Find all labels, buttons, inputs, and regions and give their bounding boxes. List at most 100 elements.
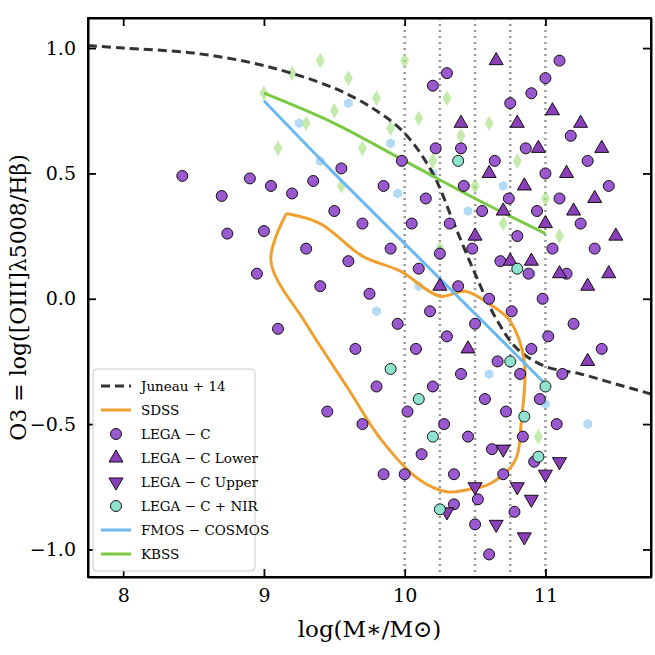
tick-label: 0.0: [46, 287, 76, 309]
point: [557, 368, 568, 379]
point: [265, 180, 276, 191]
legend: Juneau + 14SDSSLEGA − CLEGA − C LowerLEG…: [93, 369, 269, 571]
tick-label: 8: [118, 584, 130, 606]
point: [543, 331, 554, 342]
point: [216, 190, 227, 201]
point: [430, 143, 441, 154]
series-line: [271, 214, 525, 493]
point: [534, 429, 543, 445]
legend-symbol: [101, 529, 131, 532]
tick-mark: [264, 569, 266, 577]
point: [517, 178, 531, 190]
point: [538, 215, 552, 227]
point: [455, 368, 466, 379]
point: [222, 228, 233, 239]
tick-label: 1.0: [46, 37, 76, 59]
point: [413, 394, 424, 405]
point: [540, 381, 551, 392]
point: [433, 278, 447, 290]
tick-mark: [264, 18, 266, 26]
tick: [264, 18, 265, 26]
tick-label: 11: [534, 584, 558, 606]
point: [329, 206, 340, 217]
point: [343, 256, 354, 267]
point: [441, 68, 452, 79]
point: [589, 243, 600, 254]
point: [541, 191, 550, 207]
series-points: [259, 53, 564, 445]
legend-symbol: [111, 429, 122, 440]
point: [302, 115, 311, 131]
reference-line: [403, 18, 406, 577]
tick-mark: [545, 569, 547, 577]
point: [386, 138, 395, 148]
point: [425, 306, 436, 317]
point: [512, 263, 523, 274]
tick: 1.0: [46, 37, 96, 59]
point: [399, 469, 410, 480]
tick: 9: [258, 569, 270, 606]
tick-mark: [404, 569, 406, 577]
legend-label: LEGA − C Lower: [141, 450, 259, 466]
point: [489, 155, 500, 166]
point: [560, 165, 574, 177]
point: [498, 469, 509, 480]
point: [484, 293, 495, 304]
legend-box: [93, 369, 255, 571]
point: [523, 268, 534, 279]
point: [554, 193, 565, 204]
point: [609, 228, 623, 240]
x-axis: [89, 18, 652, 26]
tick: [643, 549, 651, 550]
point: [372, 90, 381, 106]
tick: [545, 18, 546, 26]
point: [567, 203, 581, 215]
point: [479, 394, 490, 405]
x-axis-title: log(M∗/M⊙): [298, 616, 442, 642]
point: [538, 470, 552, 482]
tick: 11: [534, 569, 558, 606]
point: [485, 115, 494, 131]
tick-mark: [88, 173, 96, 175]
point: [402, 406, 413, 417]
legend-label: KBSS: [141, 546, 179, 562]
tick-mark: [545, 18, 547, 26]
legend-label: FMOS − COSMOS: [141, 522, 269, 538]
plot-area: [88, 18, 651, 577]
point: [534, 394, 545, 405]
point: [330, 103, 339, 119]
point: [378, 180, 389, 191]
point: [416, 449, 427, 460]
plot-frame: [88, 18, 651, 577]
point: [513, 153, 522, 169]
tick-mark: [123, 18, 125, 26]
point: [537, 293, 548, 304]
point: [484, 549, 495, 560]
point: [583, 419, 592, 429]
point: [434, 248, 445, 259]
point: [477, 206, 488, 217]
tick: [643, 173, 651, 174]
tick: [123, 18, 124, 26]
point: [385, 363, 396, 374]
point: [531, 140, 545, 152]
point: [509, 506, 520, 517]
point: [499, 216, 508, 232]
tick: [643, 48, 651, 49]
point: [427, 381, 438, 392]
tick-label: 10: [393, 584, 417, 606]
point: [565, 130, 576, 141]
point: [456, 128, 465, 144]
point: [551, 419, 562, 430]
y-axis-title: O3 = log([OIII]λ5008/Hβ): [6, 154, 31, 441]
point: [499, 181, 508, 191]
tick: [643, 299, 651, 300]
point: [517, 533, 531, 545]
point: [517, 431, 528, 442]
point: [344, 98, 353, 108]
point: [468, 483, 482, 495]
tick-label: −1.0: [30, 538, 76, 560]
point: [519, 411, 530, 422]
point: [344, 70, 353, 86]
series-points: [440, 445, 567, 545]
